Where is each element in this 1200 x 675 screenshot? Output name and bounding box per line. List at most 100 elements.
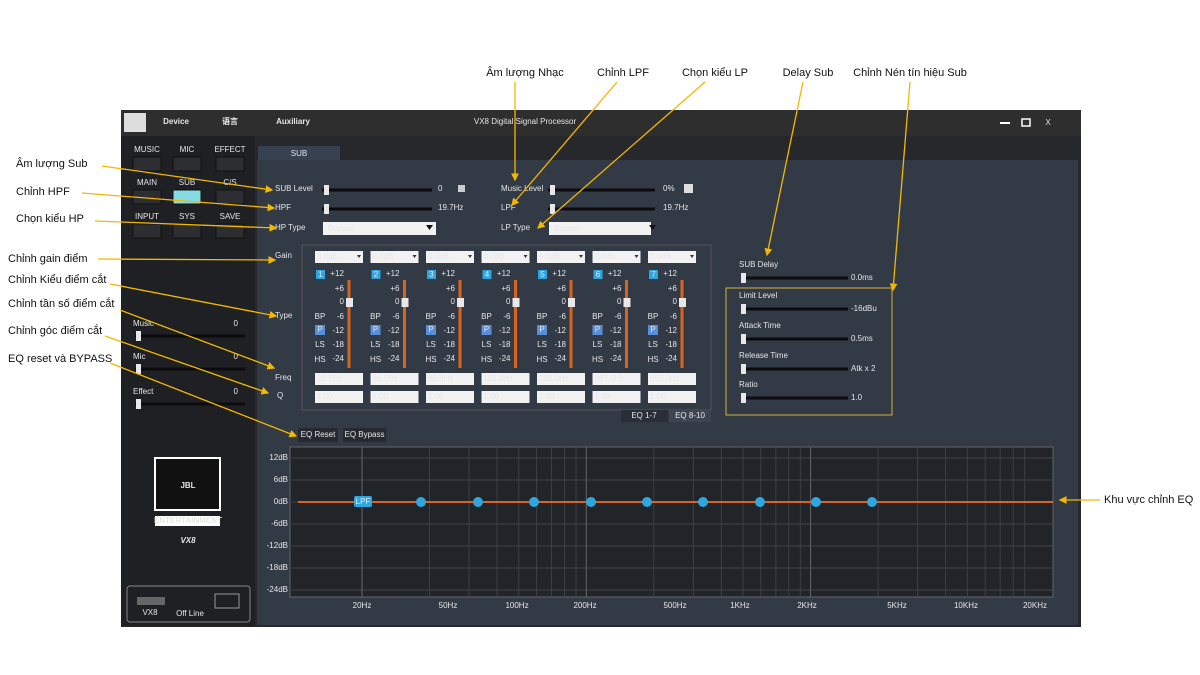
band-q[interactable]: 1.00 bbox=[650, 392, 666, 401]
q-box[interactable] bbox=[370, 391, 419, 403]
gain-thumb[interactable] bbox=[568, 298, 575, 307]
eq-button-label[interactable]: EQ Reset bbox=[301, 430, 336, 439]
mute-icon[interactable] bbox=[684, 184, 693, 193]
sidebar-button-label[interactable]: EFFECT bbox=[214, 145, 245, 154]
gain-thumb[interactable] bbox=[457, 298, 464, 307]
type-option[interactable]: LS bbox=[537, 340, 547, 349]
sidebar-button-label[interactable]: SUB bbox=[179, 178, 195, 187]
eq-tab[interactable] bbox=[621, 410, 668, 422]
type-option[interactable]: BP bbox=[315, 312, 326, 321]
eq-tab-label[interactable]: EQ 1-7 bbox=[631, 411, 657, 420]
type-option[interactable]: LS bbox=[426, 340, 436, 349]
dropdown[interactable] bbox=[323, 222, 436, 235]
sidebar-button-label[interactable]: INPUT bbox=[135, 212, 159, 221]
gain-box[interactable] bbox=[426, 251, 474, 263]
type-option[interactable]: HS bbox=[425, 355, 436, 364]
slider-thumb[interactable] bbox=[550, 204, 555, 214]
sidebar-button[interactable] bbox=[172, 223, 202, 239]
type-option[interactable]: P bbox=[539, 325, 544, 334]
dropdown-value[interactable]: Bypass bbox=[328, 224, 354, 233]
slider-thumb[interactable] bbox=[741, 334, 746, 344]
menu-item[interactable]: Device bbox=[163, 117, 189, 126]
freq-box[interactable] bbox=[370, 373, 419, 385]
gain-thumb[interactable] bbox=[512, 298, 520, 307]
eq-button[interactable] bbox=[343, 428, 386, 442]
gain-box[interactable] bbox=[648, 251, 696, 263]
slider-thumb[interactable] bbox=[741, 304, 746, 314]
eq-point[interactable] bbox=[416, 497, 426, 507]
band-gain[interactable]: 0.0dB bbox=[484, 252, 505, 261]
gain-thumb[interactable] bbox=[679, 298, 686, 307]
type-option[interactable]: LS bbox=[482, 340, 492, 349]
type-option[interactable]: BP bbox=[426, 312, 437, 321]
eq-point[interactable] bbox=[473, 497, 483, 507]
band-gain[interactable]: 0.0dB bbox=[373, 252, 394, 261]
slider-thumb[interactable] bbox=[324, 185, 329, 195]
band-q[interactable]: 1.00 bbox=[595, 392, 611, 401]
band-gain[interactable]: 0.0dB bbox=[539, 252, 560, 261]
type-option[interactable]: BP bbox=[370, 312, 381, 321]
gain-box[interactable] bbox=[370, 251, 419, 263]
slider-thumb[interactable] bbox=[741, 273, 746, 283]
band-freq[interactable]: 116.0Hz bbox=[484, 374, 513, 383]
lpf-handle[interactable] bbox=[354, 496, 372, 507]
band-gain[interactable]: 0.0dB bbox=[317, 252, 338, 261]
q-box[interactable] bbox=[481, 391, 530, 403]
type-option[interactable]: LS bbox=[593, 340, 603, 349]
band-q[interactable]: 1.00 bbox=[484, 392, 500, 401]
sidebar-button[interactable] bbox=[132, 156, 162, 172]
slider-thumb[interactable] bbox=[136, 364, 141, 374]
slider-thumb[interactable] bbox=[741, 393, 746, 403]
band-q[interactable]: 1.00 bbox=[317, 392, 333, 401]
type-option[interactable]: HS bbox=[370, 355, 381, 364]
type-option[interactable]: P bbox=[317, 325, 322, 334]
freq-box[interactable] bbox=[648, 373, 696, 385]
sidebar-button-label[interactable]: MUSIC bbox=[134, 145, 160, 154]
gain-box[interactable] bbox=[592, 251, 641, 263]
q-box[interactable] bbox=[426, 391, 474, 403]
freq-box[interactable] bbox=[537, 373, 585, 385]
type-option[interactable]: LS bbox=[371, 340, 381, 349]
slider-thumb[interactable] bbox=[550, 185, 555, 195]
eq-tab-label[interactable]: EQ 8-10 bbox=[675, 411, 705, 420]
sidebar-button-label[interactable]: MIC bbox=[180, 145, 195, 154]
type-option[interactable]: P bbox=[595, 325, 600, 334]
type-option[interactable]: HS bbox=[592, 355, 603, 364]
type-option[interactable]: LS bbox=[315, 340, 325, 349]
sidebar-button-label[interactable]: SYS bbox=[179, 212, 195, 221]
sidebar-button[interactable] bbox=[132, 223, 162, 239]
freq-box[interactable] bbox=[426, 373, 474, 385]
dropdown-value[interactable]: Bypass bbox=[554, 224, 580, 233]
lpf-handle-label[interactable]: LPF bbox=[356, 497, 371, 506]
band-freq[interactable]: 367.0Hz bbox=[595, 374, 625, 383]
band-q[interactable]: 1.00 bbox=[373, 392, 389, 401]
freq-box[interactable] bbox=[481, 373, 530, 385]
sidebar-button[interactable] bbox=[215, 156, 245, 172]
q-box[interactable] bbox=[315, 391, 363, 403]
type-option[interactable]: BP bbox=[481, 312, 492, 321]
band-freq[interactable]: 65.0Hz bbox=[428, 374, 453, 383]
band-gain[interactable]: 0.0dB bbox=[650, 252, 671, 261]
band-q[interactable]: 1.00 bbox=[539, 392, 555, 401]
type-option[interactable]: P bbox=[484, 325, 489, 334]
freq-box[interactable] bbox=[592, 373, 641, 385]
type-option[interactable]: BP bbox=[537, 312, 548, 321]
eq-point[interactable] bbox=[586, 497, 596, 507]
type-option[interactable]: HS bbox=[481, 355, 492, 364]
band-gain[interactable]: 0.0dB bbox=[595, 252, 616, 261]
band-gain[interactable]: 0.0dB bbox=[428, 252, 449, 261]
slider-thumb[interactable] bbox=[136, 331, 141, 341]
gain-box[interactable] bbox=[481, 251, 530, 263]
q-box[interactable] bbox=[537, 391, 585, 403]
eq-point[interactable] bbox=[529, 497, 539, 507]
type-option[interactable]: P bbox=[650, 325, 655, 334]
sidebar-button[interactable] bbox=[172, 156, 202, 172]
sidebar-button-label[interactable]: C/S bbox=[223, 178, 236, 187]
eq-point[interactable] bbox=[811, 497, 821, 507]
menu-item[interactable]: Auxiliary bbox=[276, 117, 310, 126]
q-box[interactable] bbox=[648, 391, 696, 403]
menu-item[interactable]: 语言 bbox=[222, 116, 238, 126]
q-box[interactable] bbox=[592, 391, 641, 403]
eq-point[interactable] bbox=[698, 497, 708, 507]
eq-button-label[interactable]: EQ Bypass bbox=[344, 430, 384, 439]
